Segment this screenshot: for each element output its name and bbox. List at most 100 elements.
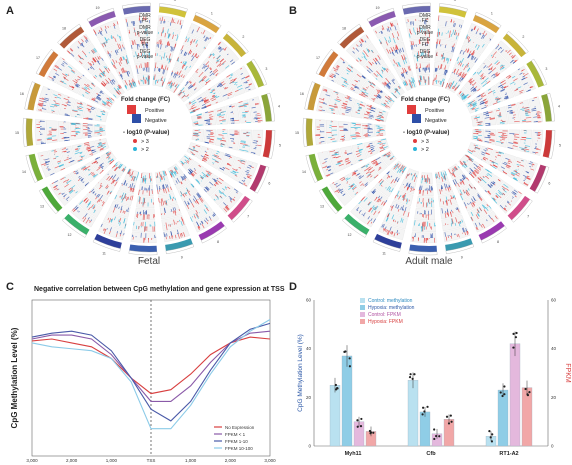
track-mark [173, 167, 177, 171]
track-mark [477, 181, 480, 183]
track-mark [349, 183, 355, 187]
track-mark [368, 207, 373, 213]
track-mark [389, 27, 392, 31]
track-mark [480, 197, 483, 201]
track-mark [381, 201, 384, 206]
track-mark [364, 40, 367, 43]
track-mark [88, 68, 90, 70]
track-mark [482, 179, 487, 184]
track-mark [196, 115, 202, 118]
track-mark [489, 139, 495, 141]
track-mark [206, 104, 212, 107]
track-mark [337, 162, 342, 165]
track-mark [457, 73, 459, 75]
track-mark [180, 191, 183, 195]
track-mark [359, 175, 365, 179]
track-mark [160, 77, 162, 81]
chromosome-9: 9 [154, 169, 195, 259]
chromosome-3: 3 [185, 58, 267, 114]
track-mark [188, 80, 191, 83]
track-mark [105, 69, 110, 74]
track-mark [361, 75, 366, 79]
track-mark [210, 91, 213, 94]
track-mark [468, 158, 474, 162]
track-mark [450, 195, 453, 199]
track-mark [329, 75, 334, 78]
track-mark [100, 30, 103, 33]
track-mark [125, 196, 127, 199]
track-mark [204, 176, 207, 178]
track-mark [488, 70, 493, 75]
track-mark [496, 98, 500, 101]
track-mark [483, 149, 487, 152]
track-mark [76, 106, 79, 108]
track-mark [174, 210, 177, 213]
track-mark [476, 226, 479, 231]
track-mark [371, 82, 376, 87]
track-mark [345, 108, 352, 111]
track-mark [462, 165, 464, 167]
track-mark [477, 88, 481, 92]
track-mark [212, 68, 218, 73]
track-background [94, 108, 109, 123]
chromosome-16: 16 [20, 81, 109, 123]
chromosome-17: 17 [35, 49, 116, 110]
track-mark [107, 25, 109, 28]
track-mark [381, 30, 383, 34]
track-mark [113, 94, 117, 98]
track-mark [402, 73, 406, 79]
track-mark [377, 115, 382, 118]
track-mark [337, 160, 343, 164]
track-mark [469, 171, 472, 174]
track-mark [462, 96, 467, 101]
track-mark [243, 104, 247, 107]
track-mark [125, 182, 128, 187]
track-mark [214, 95, 217, 97]
track-background [518, 129, 533, 154]
track-mark [468, 158, 471, 161]
track-mark [165, 200, 168, 204]
track-mark [474, 170, 478, 174]
chromosome-tick-ring [268, 130, 276, 159]
track-mark [350, 66, 354, 69]
track-mark [103, 83, 107, 86]
track-mark [74, 148, 79, 150]
track-mark [75, 206, 79, 211]
track-mark [503, 85, 509, 89]
track-mark [52, 139, 58, 141]
track-mark [100, 90, 103, 93]
track-mark [130, 187, 133, 191]
chromosome-tick-ring [302, 117, 308, 147]
track-mark [112, 78, 116, 83]
track-mark [454, 87, 457, 91]
track-mark [163, 52, 166, 58]
track-mark [211, 89, 216, 92]
track-mark [131, 195, 134, 201]
track-mark [111, 178, 114, 181]
chromosome-label: 2 [522, 35, 524, 39]
track-mark [174, 171, 177, 175]
track-mark [77, 179, 81, 181]
track-mark [405, 80, 408, 85]
legend-p3-label: > 3 [141, 139, 149, 145]
track-mark [193, 171, 197, 175]
track-mark [177, 20, 179, 24]
track-mark [377, 94, 382, 98]
chromosome-20: 20 [402, 0, 431, 87]
track-mark [183, 175, 186, 179]
track-background [317, 150, 336, 178]
track-mark [529, 166, 532, 168]
track-mark [363, 94, 368, 97]
track-mark [493, 91, 496, 94]
chromosome-label: 8 [497, 240, 499, 244]
track-mark [379, 143, 382, 145]
track-mark [43, 164, 47, 166]
track-mark [206, 221, 209, 225]
track-mark [391, 92, 394, 95]
track-mark [483, 98, 487, 101]
track-mark [82, 94, 84, 96]
track-mark [358, 107, 362, 110]
track-mark [394, 176, 398, 181]
track-mark [54, 187, 58, 191]
track-mark [401, 73, 404, 78]
